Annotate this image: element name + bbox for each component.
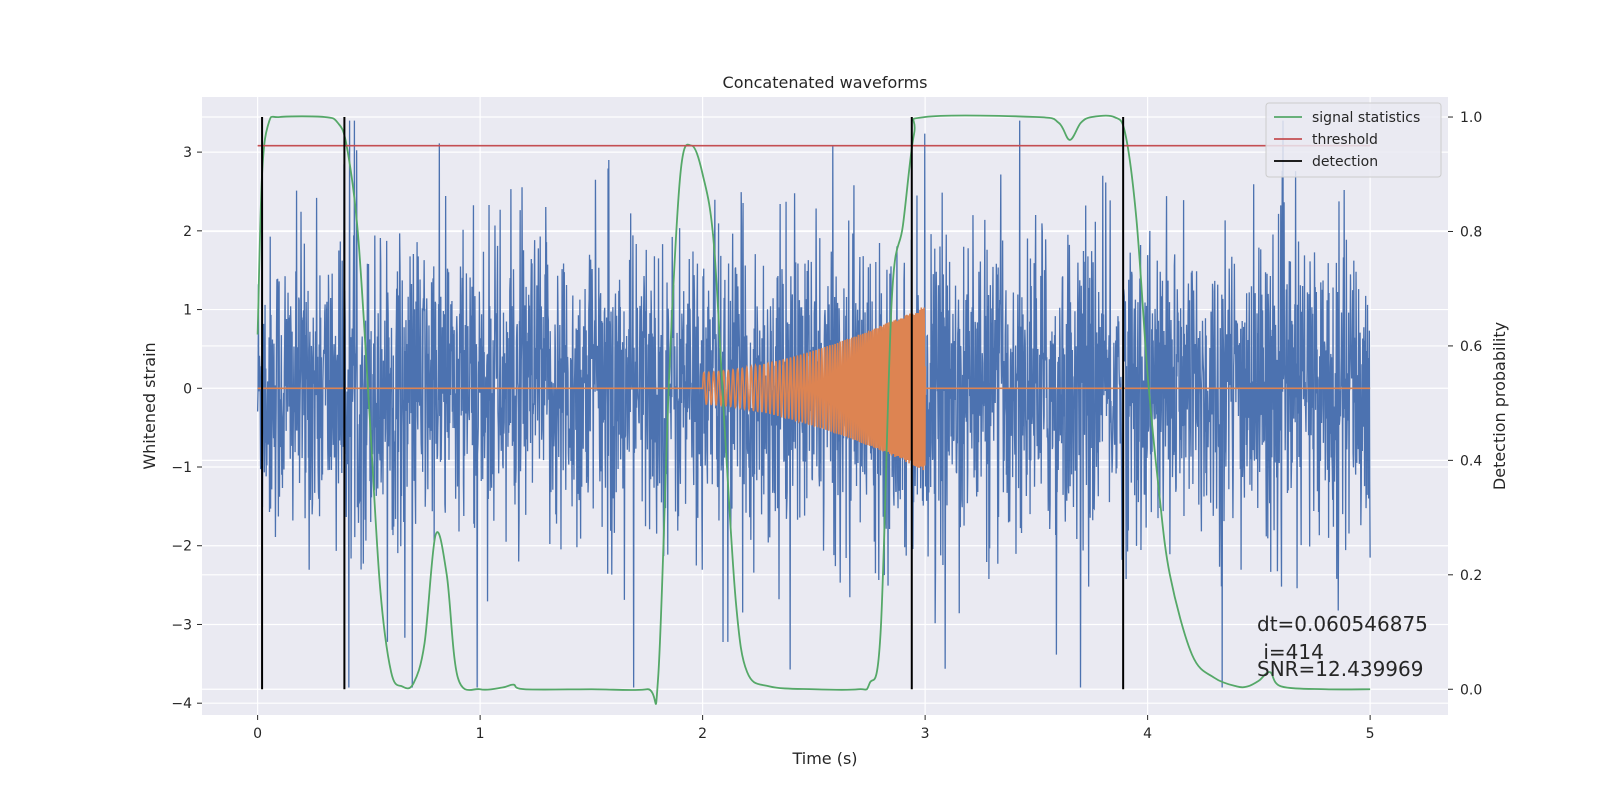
y2-axis-label: Detection probability (1490, 322, 1509, 490)
legend-label: signal statistics (1312, 110, 1420, 126)
legend-label: detection (1312, 154, 1378, 170)
legend-box (1265, 102, 1442, 178)
annotation-snr: SNR=12.439969 (1257, 657, 1423, 681)
y-tick-label: 1 (183, 303, 192, 319)
signal-statistics-line (256, 114, 1371, 705)
y-axis-ticks: −4 −3 −2 −1 0 1 2 3 (171, 145, 202, 712)
x-tick-label: 1 (476, 726, 485, 742)
x-tick-label: 2 (698, 726, 707, 742)
y-tick-label: 3 (183, 145, 192, 161)
y2-axis-ticks: 0.0 0.2 0.4 0.6 0.8 1.0 (1448, 110, 1482, 698)
injected-signal-series (257, 307, 1371, 471)
y2-tick-label: 0.8 (1460, 224, 1482, 240)
injected-signal-line (257, 307, 1371, 471)
y-tick-label: 0 (183, 381, 192, 397)
y-tick-label: −2 (171, 539, 192, 555)
y-tick-label: −3 (171, 617, 192, 633)
annotation-dt: dt=0.060546875 (1257, 612, 1428, 636)
y-tick-label: −1 (171, 460, 192, 476)
x-tick-label: 4 (1143, 726, 1152, 742)
y-tick-label: 2 (183, 224, 192, 240)
x-tick-label: 3 (921, 726, 930, 742)
y-tick-label: −4 (171, 696, 192, 712)
x-axis-ticks: 0 1 2 3 4 5 (253, 715, 1375, 742)
y-axis-label: Whitened strain (140, 342, 159, 469)
noise-line (256, 120, 1371, 688)
signal-statistics-series (256, 114, 1371, 705)
detection-series (261, 117, 1125, 690)
legend-label: threshold (1312, 132, 1378, 148)
y2-tick-label: 1.0 (1460, 110, 1482, 126)
y2-tick-label: 0.0 (1460, 682, 1482, 698)
y2-tick-label: 0.4 (1460, 453, 1482, 469)
x-tick-label: 5 (1366, 726, 1375, 742)
legend: signal statistics threshold detection (1265, 102, 1442, 178)
noise-series (256, 120, 1371, 688)
y2-tick-label: 0.6 (1460, 339, 1482, 355)
annotation-i: i=414 (1257, 640, 1324, 664)
x-axis-label: Time (s) (791, 749, 857, 768)
x-tick-label: 0 (253, 726, 262, 742)
y2-tick-label: 0.2 (1460, 568, 1482, 584)
chart-title: Concatenated waveforms (723, 73, 928, 92)
annotations: dt=0.060546875 i=414 SNR=12.439969 (1257, 612, 1428, 681)
